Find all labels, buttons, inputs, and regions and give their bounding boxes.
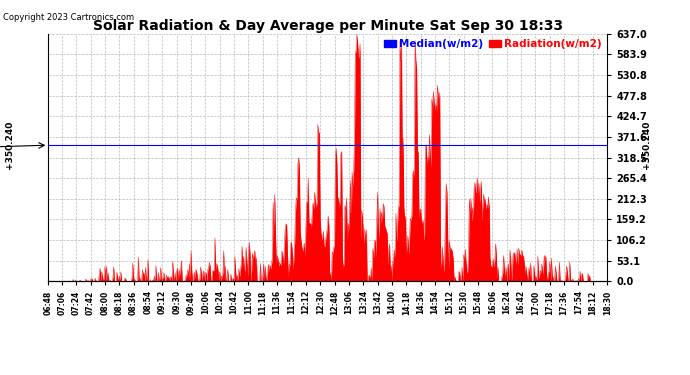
Title: Solar Radiation & Day Average per Minute Sat Sep 30 18:33: Solar Radiation & Day Average per Minute… [92,19,563,33]
Text: Copyright 2023 Cartronics.com: Copyright 2023 Cartronics.com [3,13,135,22]
Legend: Median(w/m2), Radiation(w/m2): Median(w/m2), Radiation(w/m2) [384,39,602,49]
Text: +350.240: +350.240 [5,121,14,170]
Text: +350.240: +350.240 [642,121,651,170]
